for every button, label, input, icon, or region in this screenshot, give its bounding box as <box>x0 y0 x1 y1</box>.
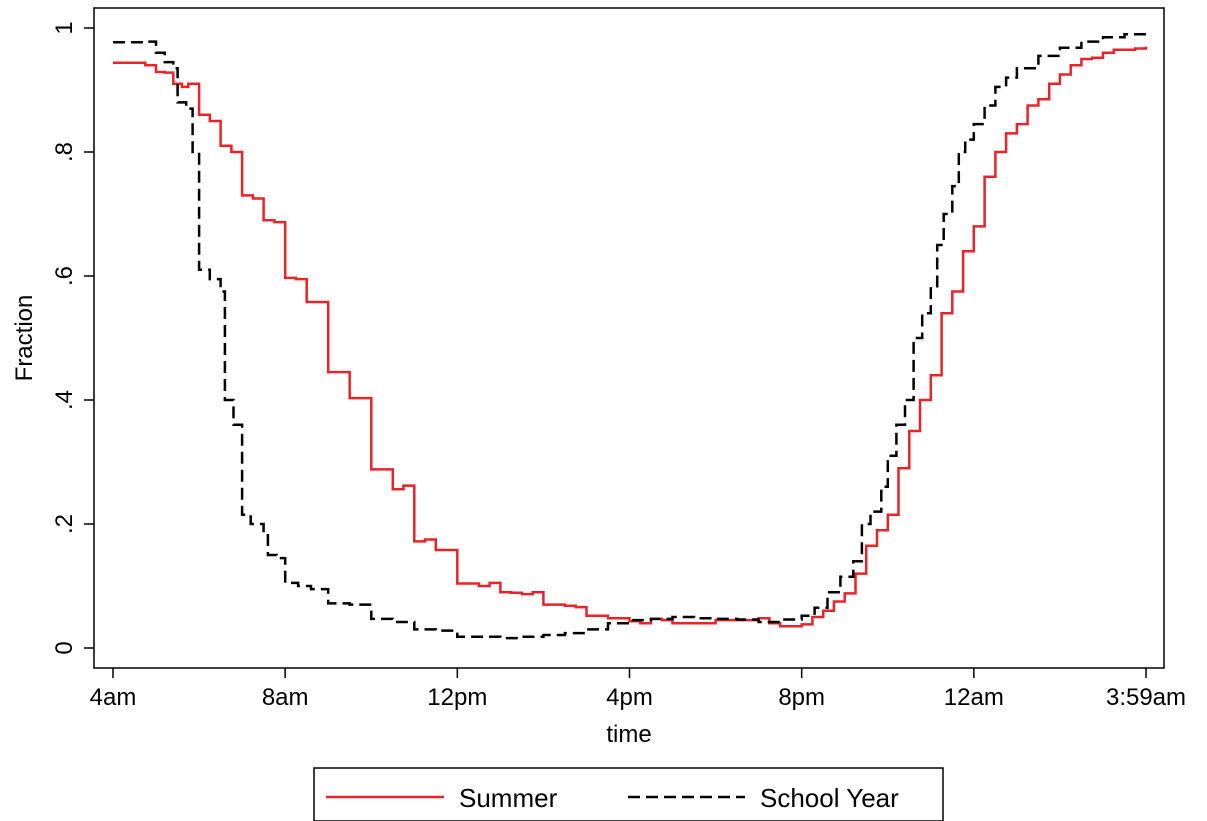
y-tick-label-4: .8 <box>51 142 78 162</box>
y-axis-title: Fraction <box>11 295 38 382</box>
x-axis-title: time <box>606 721 651 748</box>
legend-box <box>313 767 944 821</box>
y-tick-label-3: .6 <box>51 266 78 286</box>
y-tick-label-1: .2 <box>51 514 78 534</box>
legend: Summer School Year <box>313 767 944 821</box>
axes: 4am 8am 12pm 4pm 8pm 12am 3:59am 0 .2 .4 .6 .8 1 <box>51 21 1186 711</box>
x-tick-label-3-59am: 3:59am <box>1106 684 1186 711</box>
plot-frame <box>93 7 1165 669</box>
x-tick-label-8pm: 8pm <box>778 684 825 711</box>
series-layer <box>113 31 1148 640</box>
y-tick-label-0: 0 <box>51 641 78 654</box>
legend-label-school-year: School Year <box>760 783 899 813</box>
series-line-summer <box>113 46 1148 628</box>
x-tick-label-4pm: 4pm <box>606 684 653 711</box>
x-tick-label-8am: 8am <box>262 684 309 711</box>
y-tick-label-2: .4 <box>51 390 78 410</box>
x-tick-label-12pm: 12pm <box>427 684 487 711</box>
x-tick-label-4am: 4am <box>90 684 137 711</box>
x-tick-label-12am: 12am <box>944 684 1004 711</box>
legend-label-summer: Summer <box>459 783 558 813</box>
series-line-school-year <box>113 31 1148 640</box>
y-tick-label-5: 1 <box>51 21 78 34</box>
